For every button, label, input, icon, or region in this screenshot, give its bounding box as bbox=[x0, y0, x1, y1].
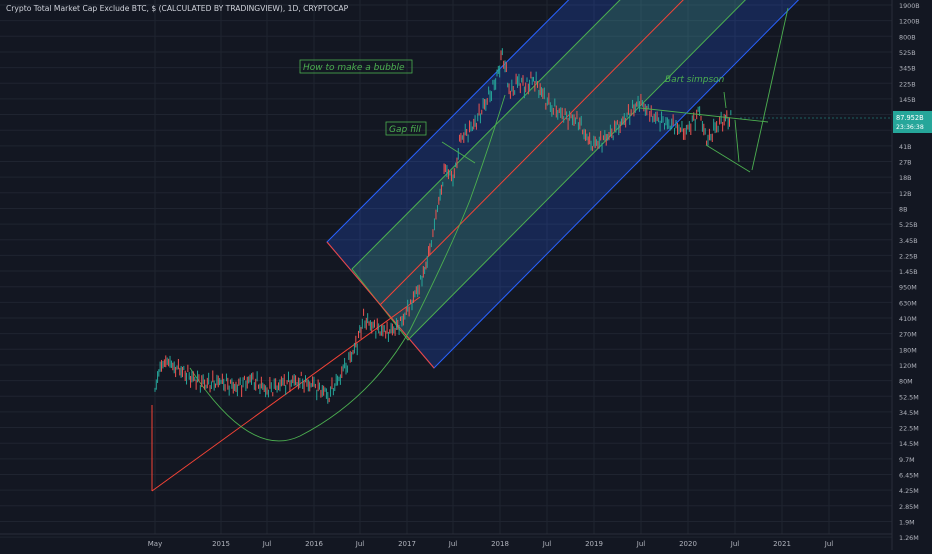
last-price-value: 87.952B bbox=[896, 114, 924, 122]
y-tick-label: 22.5M bbox=[899, 425, 919, 433]
y-tick-label: 270M bbox=[899, 331, 917, 339]
x-tick-label: 2020 bbox=[679, 540, 697, 548]
y-tick-label: 120M bbox=[899, 362, 917, 370]
x-tick-label: Jul bbox=[636, 540, 646, 548]
y-tick-label: 180M bbox=[899, 346, 917, 354]
y-tick-label: 345B bbox=[899, 65, 916, 73]
y-tick-label: 1.45B bbox=[899, 268, 918, 276]
x-tick-label: 2019 bbox=[585, 540, 603, 548]
wedge-upper bbox=[639, 107, 769, 123]
x-tick-label: Jul bbox=[355, 540, 365, 548]
drop-arrow bbox=[734, 119, 740, 163]
y-tick-label: 2.25B bbox=[899, 252, 918, 260]
y-tick-label: 1900B bbox=[899, 2, 920, 10]
y-tick-label: 80M bbox=[899, 378, 913, 386]
y-tick-label: 1.26M bbox=[899, 534, 919, 542]
chart-title: Crypto Total Market Cap Exclude BTC, $ (… bbox=[6, 4, 349, 13]
channel-inner bbox=[351, 0, 746, 341]
x-tick-label: 2018 bbox=[491, 540, 509, 548]
y-tick-label: 1.9M bbox=[899, 518, 915, 526]
annotation-box bbox=[299, 59, 413, 74]
x-tick-label: Jul bbox=[262, 540, 272, 548]
x-tick-label: Jul bbox=[730, 540, 740, 548]
annotation-bart-simpson: Bart simpson bbox=[665, 75, 725, 85]
y-tick-label: 27B bbox=[899, 159, 912, 167]
y-tick-label: 6.45M bbox=[899, 472, 919, 480]
rally-arrow bbox=[751, 7, 789, 171]
y-tick-label: 52.5M bbox=[899, 393, 919, 401]
channel-midline bbox=[379, 0, 684, 306]
y-tick-label: 525B bbox=[899, 49, 916, 57]
y-tick-label: 3.45B bbox=[899, 237, 918, 245]
y-tick-label: 12B bbox=[899, 190, 912, 198]
x-tick-label: 2016 bbox=[305, 540, 323, 548]
y-tick-label: 800B bbox=[899, 33, 916, 41]
y-tick-label: 225B bbox=[899, 80, 916, 88]
gap-fill-arrow bbox=[441, 141, 476, 164]
y-tick-label: 145B bbox=[899, 96, 916, 104]
x-tick-label: Jul bbox=[542, 540, 552, 548]
x-tick-label: Jul bbox=[824, 540, 834, 548]
y-tick-label: 41B bbox=[899, 143, 912, 151]
y-tick-label: 14.5M bbox=[899, 440, 919, 448]
y-tick-label: 34.5M bbox=[899, 409, 919, 417]
bubble-curve bbox=[189, 94, 506, 442]
annotation-bubble: How to make a bubble bbox=[303, 63, 405, 73]
y-tick-label: 950M bbox=[899, 284, 917, 292]
x-tick-label: 2021 bbox=[773, 540, 791, 548]
wedge-lower bbox=[705, 144, 751, 173]
y-tick-label: 8B bbox=[899, 205, 907, 213]
x-tick-label: May bbox=[148, 540, 162, 548]
x-tick-label: 2017 bbox=[398, 540, 416, 548]
x-tick-label: 2015 bbox=[212, 540, 230, 548]
y-tick-label: 410M bbox=[899, 315, 917, 323]
bart-arrow bbox=[723, 91, 727, 109]
y-tick-label: 1200B bbox=[899, 18, 920, 26]
y-tick-label: 4.25M bbox=[899, 487, 919, 495]
y-tick-label: 2.85M bbox=[899, 503, 919, 511]
annotation-gap-fill: Gap fill bbox=[389, 125, 421, 135]
last-price-badge bbox=[893, 111, 932, 133]
y-tick-label: 5.25B bbox=[899, 221, 918, 229]
y-tick-label: 9.7M bbox=[899, 456, 915, 464]
annotation-box bbox=[385, 121, 427, 136]
y-tick-label: 630M bbox=[899, 299, 917, 307]
countdown-value: 23:36:38 bbox=[896, 124, 924, 131]
y-tick-label: 18B bbox=[899, 174, 912, 182]
x-tick-label: Jul bbox=[448, 540, 458, 548]
